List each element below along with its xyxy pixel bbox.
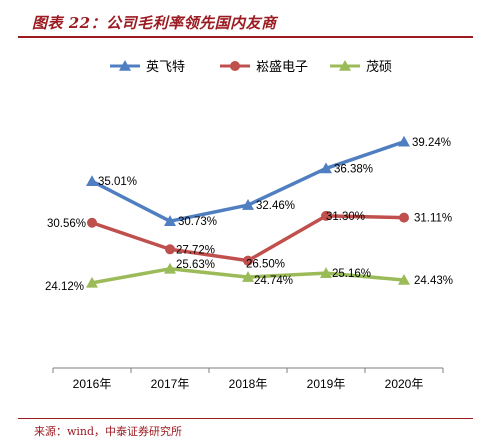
- x-tick-label: 2017年: [151, 377, 190, 391]
- data-label: 25.16%: [332, 268, 371, 280]
- legend-label: 英飞特: [146, 59, 185, 74]
- title-rule: [18, 36, 473, 38]
- data-point: [320, 267, 332, 278]
- data-point: [398, 135, 410, 147]
- source-note: 来源：wind，中泰证券研究所: [34, 425, 183, 438]
- data-label: 27.72%: [176, 244, 215, 256]
- data-point: [321, 210, 331, 221]
- data-label: 30.56%: [47, 218, 86, 230]
- data-label: 31.11%: [414, 213, 452, 225]
- data-label: 24.43%: [414, 275, 453, 287]
- data-point: [86, 276, 98, 288]
- data-point: [87, 217, 97, 228]
- legend-marker: [339, 60, 351, 71]
- data-label: 39.24%: [412, 137, 451, 149]
- data-label: 30.73%: [178, 216, 217, 228]
- x-tick-label: 2020年: [385, 377, 424, 391]
- footer-rule: [18, 418, 473, 419]
- data-point: [165, 244, 175, 255]
- data-label: 36.38%: [334, 163, 373, 175]
- data-point: [242, 271, 254, 282]
- data-point: [164, 262, 176, 274]
- legend-marker: [119, 60, 131, 71]
- data-point: [243, 255, 253, 266]
- title-bar: 图表 22：公司毛利率领先国内友商: [18, 10, 473, 38]
- legend-marker: [230, 61, 240, 71]
- data-point: [398, 273, 410, 285]
- x-tick-label: 2018年: [229, 377, 268, 391]
- legend-label: 茂硕: [366, 59, 392, 74]
- data-label: 26.50%: [246, 259, 285, 271]
- data-point: [399, 212, 409, 223]
- data-point: [320, 162, 332, 174]
- data-point: [242, 199, 254, 210]
- data-point: [86, 175, 98, 187]
- data-point: [164, 215, 176, 226]
- line-chart: 2016年 2017年 2018年 2019年 2020年 英飞特 崧盛电子 茂硕 35.01%…: [45, 59, 453, 391]
- legend-label: 崧盛电子: [256, 59, 308, 74]
- x-tick-label: 2019年: [307, 377, 346, 391]
- data-label: 31.30%: [326, 211, 365, 223]
- x-tick-label: 2016年: [73, 377, 112, 391]
- data-label: 32.46%: [256, 200, 295, 212]
- data-label: 25.63%: [176, 259, 215, 271]
- data-label: 24.12%: [45, 281, 84, 293]
- data-label: 35.01%: [98, 176, 137, 188]
- data-label: 24.74%: [254, 275, 293, 287]
- chart-title: 图表 22：公司毛利率领先国内友商: [32, 14, 277, 32]
